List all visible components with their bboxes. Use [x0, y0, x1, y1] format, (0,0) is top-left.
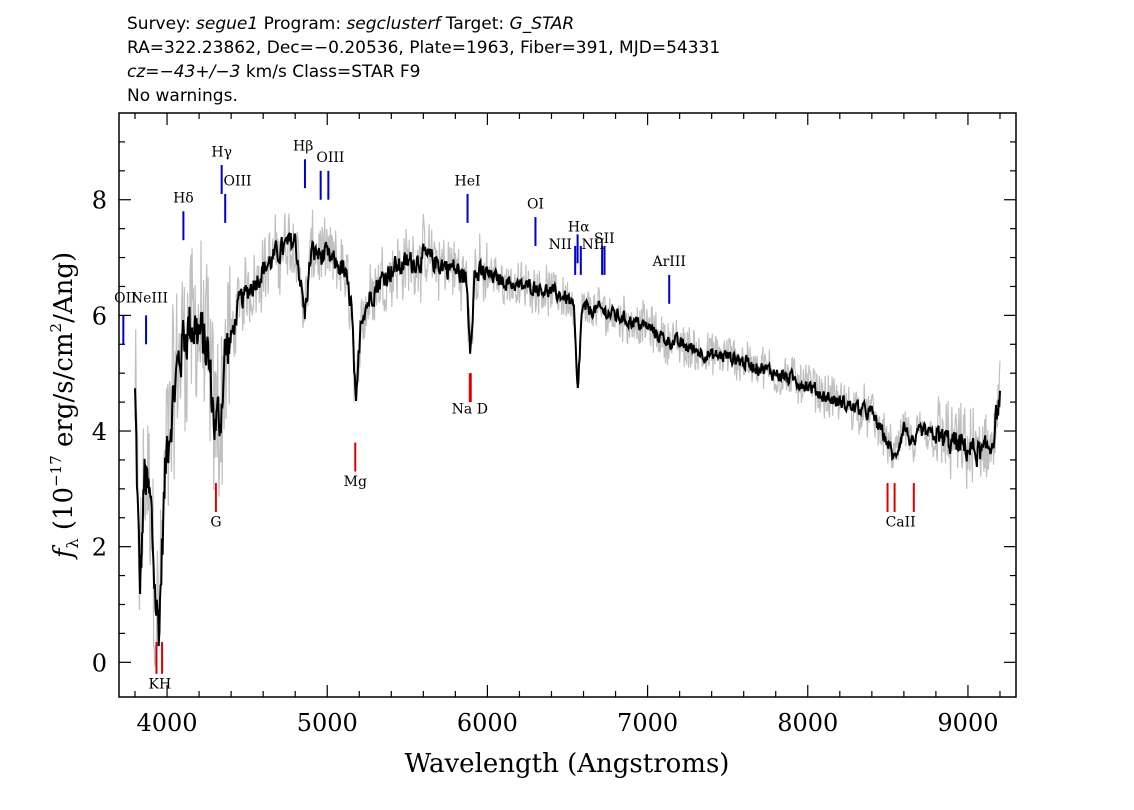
y-tick-label: 2: [92, 534, 107, 562]
flux-series: [134, 231, 1001, 647]
header-line-coords: RA=322.23862, Dec=−0.20536, Plate=1963, …: [127, 38, 721, 58]
survey-value: segue1: [196, 14, 259, 34]
spectral-line-label: Hβ: [293, 139, 313, 155]
x-tick-label: 4000: [137, 709, 198, 737]
class-value: km/s Class=STAR F9: [240, 62, 421, 82]
flux-line: [134, 231, 1001, 647]
axis-ticks: [119, 113, 1016, 697]
spectral-line-label: NeIII: [131, 291, 168, 307]
target-label: Target:: [440, 14, 510, 34]
x-tick-label: 6000: [457, 709, 518, 737]
spectral-line-label: Na D: [452, 402, 488, 418]
header-line-redshift: cz=−43+/−3 km/s Class=STAR F9: [127, 60, 720, 84]
spectral-line-label: KH: [149, 676, 172, 692]
spectral-line-label: G: [210, 514, 221, 530]
x-axis-title: Wavelength (Angstroms): [405, 749, 730, 779]
program-value: segclusterf: [346, 14, 441, 34]
spectral-line-label: SII: [594, 231, 615, 247]
spectral-line-label: ArIII: [652, 254, 686, 270]
spectral-line-label: Hγ: [211, 144, 232, 160]
spectral-line-label: OI: [527, 196, 544, 212]
spectral-line-label: OIII: [223, 173, 251, 189]
y-tick-label: 4: [92, 418, 107, 446]
spectral-line-label: Hα: [568, 220, 590, 236]
target-value: G_STAR: [509, 14, 575, 34]
error-band: [134, 209, 1001, 667]
spectral-line-label: HeI: [455, 173, 481, 189]
plot-frame: [118, 112, 1017, 698]
spectral-line-labels: OIINeIIIHδHγOIIIHβOIIIHeIOINIIHαNIISIIAr…: [114, 139, 916, 693]
header-line-survey: Survey: segue1 Program: segclusterf Targ…: [127, 12, 720, 36]
x-tick-label: 5000: [297, 709, 358, 737]
spectral-line-label: Hδ: [173, 191, 194, 207]
error-line: [134, 209, 1001, 667]
header-line-warnings: No warnings.: [127, 86, 238, 106]
spectral-line-label: OII: [114, 291, 137, 307]
survey-label: Survey:: [127, 14, 197, 34]
axis-tick-labels: 4000 5000 6000 7000 8000 9000 0 2 4 6 8: [92, 187, 999, 737]
x-tick-label: 7000: [617, 709, 678, 737]
y-tick-label: 0: [92, 649, 107, 677]
spectrum-header: Survey: segue1 Program: segclusterf Targ…: [127, 12, 720, 108]
cz-value: cz=−43+/−3: [127, 62, 241, 82]
spectral-line-label: OIII: [316, 150, 344, 166]
x-tick-label: 8000: [777, 709, 838, 737]
program-label: Program:: [258, 14, 347, 34]
y-axis-title: fλ (10−17 erg/s/cm2/Ang): [47, 252, 82, 560]
y-tick-label: 8: [92, 187, 107, 215]
y-tick-label: 6: [92, 302, 107, 330]
spectral-line-label: Mg: [344, 474, 367, 490]
spectral-line-label: NII: [549, 237, 572, 253]
spectral-line-label: CaII: [886, 514, 916, 530]
spectral-line-markers: [122, 159, 915, 674]
spectral-line-label: NII: [581, 237, 604, 253]
x-tick-label: 9000: [937, 709, 998, 737]
